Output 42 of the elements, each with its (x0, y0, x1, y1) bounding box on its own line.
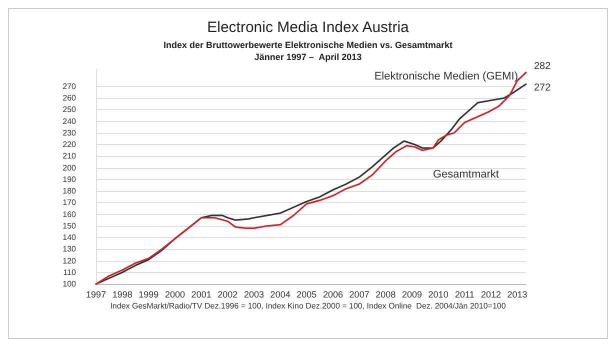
series-label: Elektronische Medien (GEMI) (374, 70, 518, 82)
y-tick-label: 110 (63, 268, 77, 277)
text: Index GesMarkt/Radio/TV Dez.1996 = 100, Index Kino Dez.2000 = 100, Index Online Dez. 2004/Jän 2010=100 (110, 302, 506, 310)
y-tick-label: 130 (62, 244, 77, 254)
y-tick-label: 210 (62, 152, 77, 161)
x-tick-label: 2013 (507, 290, 528, 300)
data-label: 272 (534, 82, 552, 94)
series-label: Gesamtmarkt (432, 168, 499, 181)
x-tick-label: 1998 (112, 290, 132, 300)
x-tick-label: 2004 (270, 290, 290, 300)
y-tick-label: 100 (62, 280, 77, 288)
y-tick-label: 170 (62, 198, 77, 208)
data-label: 282 (534, 60, 552, 72)
y-tick-label: 240 (62, 116, 77, 126)
y-tick-label: 150 (62, 221, 77, 230)
x-tick-label: 2012 (480, 290, 501, 300)
x-tick-label: 2010 (428, 290, 448, 300)
x-tick-label: 2011 (454, 290, 474, 300)
y-tick-label: 230 (62, 128, 77, 138)
x-tick-label: 2008 (376, 290, 396, 300)
x-tick-label: 2000 (164, 290, 186, 300)
y-tick-label: 220 (62, 140, 77, 150)
x-tick-label: 2003 (244, 290, 264, 300)
y-tick-label: 120 (62, 256, 77, 266)
x-tick-label: 2001 (191, 290, 212, 300)
x-tick-label: 1999 (138, 290, 159, 300)
x-tick-label: 2002 (218, 290, 238, 300)
chart-subtitle: Index der Bruttowerbewerte Elektronische Medien vs. Gesamtmarkt Jänner 1997 – April 2013 (163, 40, 453, 62)
x-tick-label: 2006 (322, 290, 344, 300)
y-tick-label: 190 (62, 174, 77, 184)
x-tick-label: 2005 (296, 290, 317, 300)
x-tick-label: 2009 (402, 290, 422, 300)
x-tick-label: 2007 (349, 290, 370, 300)
y-tick-label: 140 (62, 233, 77, 242)
x-tick-label: 1997 (86, 290, 106, 300)
y-tick-label: 270 (62, 82, 77, 91)
y-tick-label: 260 (62, 94, 77, 103)
y-tick-label: 200 (62, 163, 77, 172)
y-tick-label: 180 (62, 186, 77, 196)
chart-title: Electronic Media Index Austria (207, 19, 410, 36)
y-tick-label: 160 (62, 210, 77, 219)
y-tick-label: 250 (62, 105, 77, 114)
